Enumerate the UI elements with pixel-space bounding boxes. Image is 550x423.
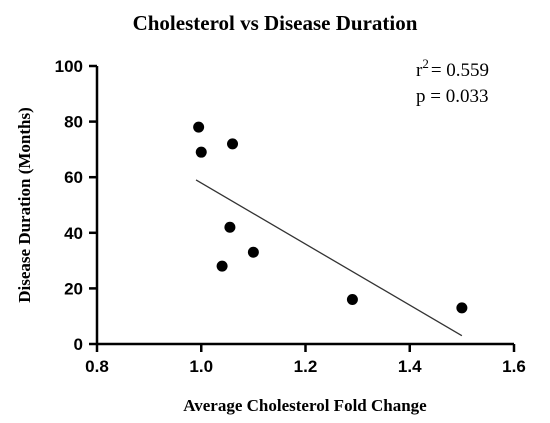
- data-point: [224, 221, 236, 233]
- x-tick-label: 1.0: [189, 357, 213, 376]
- r-squared-annotation: r2 = 0.559: [416, 56, 489, 81]
- r-squared-symbol: r: [416, 60, 423, 81]
- data-points: [193, 121, 468, 314]
- chart-title: Cholesterol vs Disease Duration: [133, 11, 418, 35]
- y-tick-label: 100: [55, 57, 83, 76]
- y-tick-label: 40: [64, 224, 83, 243]
- data-point: [247, 246, 259, 258]
- x-tick-label: 1.6: [502, 357, 526, 376]
- trendline-group: [195, 179, 463, 337]
- trendline: [195, 179, 463, 337]
- y-axis-label: Disease Duration (Months): [15, 107, 34, 303]
- y-tick-label: 0: [74, 335, 83, 354]
- axes: [95, 66, 514, 346]
- y-tick-label: 80: [64, 113, 83, 132]
- data-point: [227, 138, 239, 150]
- data-point: [456, 302, 468, 314]
- r-squared-superscript: 2: [422, 56, 429, 71]
- data-point: [216, 260, 228, 272]
- data-point: [346, 294, 358, 306]
- data-point: [193, 121, 205, 133]
- x-ticks: 0.8 1.0 1.2 1.4 1.6: [85, 344, 526, 376]
- y-tick-label: 60: [64, 168, 83, 187]
- y-axis-label-group: Disease Duration (Months): [15, 107, 34, 303]
- x-tick-label: 1.4: [398, 357, 422, 376]
- y-tick-label: 20: [64, 279, 83, 298]
- x-tick-label: 0.8: [85, 357, 109, 376]
- x-tick-label: 1.2: [294, 357, 318, 376]
- r-squared-value: = 0.559: [431, 60, 489, 81]
- y-ticks: 0 20 40 60 80 100: [55, 57, 97, 354]
- p-value-annotation: p = 0.033: [416, 86, 488, 107]
- data-point: [195, 146, 207, 158]
- x-axis-label: Average Cholesterol Fold Change: [183, 396, 427, 415]
